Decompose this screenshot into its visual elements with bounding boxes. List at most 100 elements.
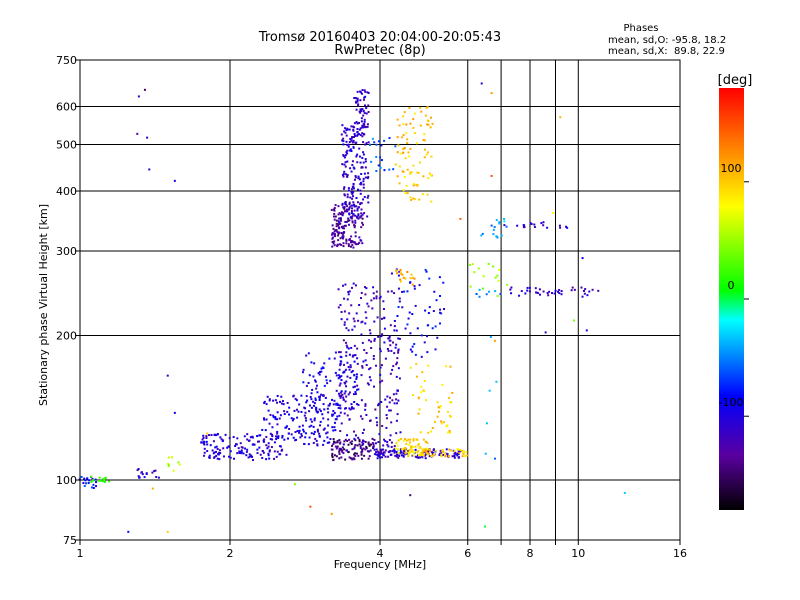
data-point: [424, 449, 427, 452]
data-point: [297, 410, 300, 413]
data-point: [368, 444, 371, 447]
data-point: [338, 414, 341, 417]
data-point: [397, 274, 400, 277]
data-point: [331, 233, 334, 236]
data-point: [364, 404, 367, 407]
data-point: [331, 236, 334, 239]
data-point: [365, 106, 368, 109]
data-point: [456, 454, 459, 457]
data-point: [356, 201, 359, 204]
data-point: [406, 168, 409, 171]
data-point: [372, 355, 375, 358]
data-point: [327, 424, 330, 427]
data-point: [354, 454, 357, 457]
data-point: [536, 292, 539, 295]
data-point: [458, 452, 461, 455]
data-point: [402, 452, 405, 455]
data-point: [409, 366, 412, 369]
data-point: [292, 436, 295, 439]
data-point: [94, 478, 97, 481]
data-point: [276, 394, 279, 397]
data-point: [356, 209, 359, 212]
data-point: [332, 403, 335, 406]
data-point: [382, 452, 385, 455]
data-point: [269, 438, 272, 441]
data-point: [153, 470, 156, 473]
data-point: [402, 123, 405, 126]
data-point: [395, 454, 398, 457]
y-tick-label: 500: [56, 139, 77, 152]
data-point: [406, 270, 409, 273]
data-point: [469, 285, 472, 288]
data-point: [348, 456, 351, 459]
data-point: [343, 412, 346, 415]
stats-line-x: mean, sd,X: 89.8, 22.9: [608, 46, 725, 57]
data-point: [427, 123, 430, 126]
data-point: [347, 217, 350, 220]
data-point: [366, 450, 369, 453]
data-point: [347, 208, 350, 211]
data-point: [280, 449, 283, 452]
data-point: [410, 447, 413, 450]
data-point: [384, 449, 387, 452]
data-point: [381, 424, 384, 427]
data-point: [492, 265, 495, 268]
data-point: [516, 224, 519, 227]
data-point: [437, 406, 440, 409]
data-point: [348, 128, 351, 131]
data-point: [251, 443, 254, 446]
data-point: [343, 156, 346, 159]
data-point: [347, 143, 350, 146]
data-point: [432, 451, 435, 454]
y-tick-label: 400: [56, 185, 77, 198]
data-point: [352, 185, 355, 188]
data-point: [494, 457, 497, 460]
data-point: [207, 434, 210, 437]
data-point: [497, 279, 500, 282]
data-point: [205, 440, 208, 443]
data-point: [478, 288, 481, 291]
data-point: [370, 299, 373, 302]
data-point: [349, 364, 352, 367]
data-point: [356, 97, 359, 100]
data-point: [364, 160, 367, 163]
data-point: [313, 430, 316, 433]
data-point: [320, 367, 323, 370]
data-point: [350, 217, 353, 220]
data-point: [348, 438, 351, 441]
data-point: [414, 304, 417, 307]
data-point: [362, 177, 365, 180]
data-point: [342, 245, 345, 248]
data-point: [348, 238, 351, 241]
data-point: [383, 438, 386, 441]
data-point: [338, 227, 341, 230]
data-point: [271, 426, 274, 429]
data-point: [406, 192, 409, 195]
data-point: [353, 437, 356, 440]
data-point: [339, 351, 342, 354]
data-point: [395, 363, 398, 366]
data-point: [353, 205, 356, 208]
data-point: [337, 223, 340, 226]
data-point: [310, 398, 313, 401]
data-point: [528, 290, 531, 293]
data-point: [261, 428, 264, 431]
data-point: [440, 312, 443, 315]
data-point: [344, 407, 347, 410]
data-point: [303, 414, 306, 417]
data-point: [205, 435, 208, 438]
data-point: [383, 341, 386, 344]
data-point: [426, 324, 429, 327]
data-point: [157, 476, 160, 479]
data-point: [400, 448, 403, 451]
data-point: [362, 447, 365, 450]
data-point: [342, 232, 345, 235]
data-point: [427, 448, 430, 451]
data-point: [430, 200, 433, 203]
data-point: [335, 374, 338, 377]
data-point: [337, 205, 340, 208]
data-point: [399, 278, 402, 281]
data-point: [427, 177, 430, 180]
data-point: [318, 397, 321, 400]
data-point: [432, 310, 435, 313]
